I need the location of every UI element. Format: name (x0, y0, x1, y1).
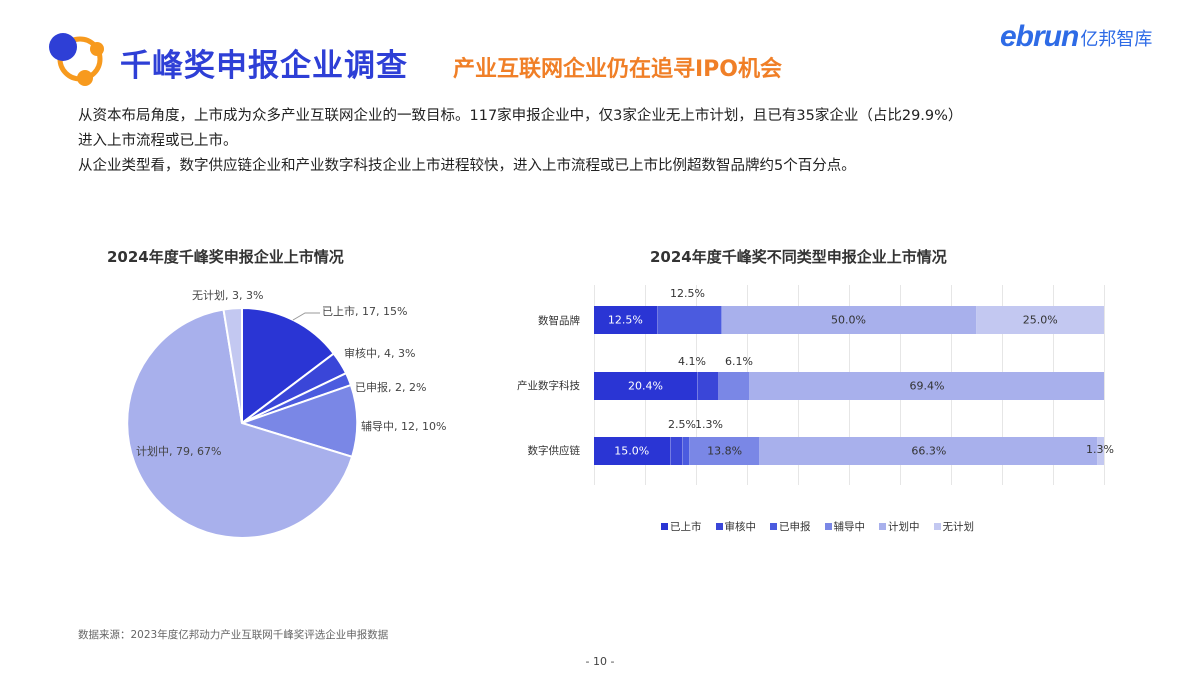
page-title: 千峰奖申报企业调查 (120, 48, 408, 84)
pie-slice-none (222, 306, 243, 424)
bar-segment-planning: 50.0% (721, 306, 977, 334)
pie-label-planning: 计划中, 79, 67% (136, 445, 222, 458)
logo-icon (49, 33, 104, 86)
bar-category-label: 产业数字科技 (517, 380, 580, 392)
bar-segment-coaching (719, 372, 750, 400)
bar-segment-listed: 12.5% (594, 306, 658, 334)
bar-value-label: 6.1% (725, 355, 753, 368)
pie-label-listed: 已上市, 17, 15% (322, 305, 408, 318)
bar-value-label: 12.5% (670, 287, 705, 300)
bar-segment-review (670, 437, 684, 465)
bar-segment-planning: 69.4% (750, 372, 1104, 400)
data-source: 数据来源：2023年度亿邦动力产业互联网千峰奖评选企业申报数据 (78, 629, 389, 641)
legend-item-review: 审核中 (715, 519, 756, 534)
intro-line-3: 从企业类型看，数字供应链企业和产业数字科技企业上市进程较快，进入上市流程或已上市… (78, 158, 856, 174)
bar-value-label: 2.5% (668, 418, 696, 431)
bar-value-label: 4.1% (678, 355, 706, 368)
legend-item-filed: 已申报 (770, 519, 811, 534)
bar-value-label: 1.3% (1086, 443, 1114, 456)
bar-chart-title: 2024年度千峰奖不同类型申报企业上市情况 (650, 248, 947, 266)
pie-chart-title: 2024年度千峰奖申报企业上市情况 (107, 248, 344, 266)
brand-logo-latin: ebrun (1000, 20, 1079, 53)
bar-segment-none (1098, 437, 1104, 465)
pie-slice-coaching (238, 383, 359, 459)
pie-label-coaching: 辅导中, 12, 10% (361, 420, 447, 433)
brand-logo: ebrun 亿邦智库 (1000, 22, 1152, 52)
intro-line-1: 从资本布局角度，上市成为众多产业互联网企业的一致目标。117家申报企业中，仅3家… (78, 108, 963, 124)
intro-line-2: 进入上市流程或已上市。 (78, 133, 238, 149)
pie-label-filed: 已申报, 2, 2% (355, 381, 427, 394)
legend-item-listed: 已上市 (661, 519, 702, 534)
bar-row-industrial-tech: 20.4% 69.4% (594, 372, 1104, 400)
bar-row-supply-chain: 15.0% 13.8% 66.3% (594, 437, 1104, 465)
legend-item-coaching: 辅导中 (824, 519, 865, 534)
bar-category-label: 数智品牌 (538, 315, 580, 327)
brand-logo-cn: 亿邦智库 (1080, 29, 1153, 50)
intro-text: 从资本布局角度，上市成为众多产业互联网企业的一致目标。117家申报企业中，仅3家… (78, 104, 1158, 179)
bar-category-label: 数字供应链 (527, 445, 581, 457)
page-subtitle: 产业互联网企业仍在追寻IPO机会 (453, 57, 783, 82)
bar-segment-listed: 15.0% (594, 437, 671, 465)
page-number: - 10 - (585, 655, 615, 668)
gridline (1104, 285, 1105, 485)
pie-slice-planning (126, 308, 354, 539)
bar-segment-coaching: 13.8% (689, 437, 761, 465)
pie-label-review: 审核中, 4, 3% (344, 347, 416, 360)
bar-chart-legend: 已上市 审核中 已申报 辅导中 计划中 无计划 (661, 519, 974, 534)
bar-value-label: 1.3% (695, 418, 723, 431)
legend-item-none: 无计划 (933, 519, 974, 534)
pie-label-none: 无计划, 3, 3% (192, 289, 264, 302)
bar-segment-filed (683, 437, 690, 465)
legend-item-planning: 计划中 (879, 519, 920, 534)
bar-segment-listed: 20.4% (594, 372, 698, 400)
bar-segment-none: 25.0% (976, 306, 1104, 334)
bar-chart: 12.5% 12.5% 50.0% 25.0% 4.1% 6.1% 20.4% … (594, 285, 1114, 485)
pie-chart (126, 306, 359, 539)
bar-row-brand: 12.5% 50.0% 25.0% (594, 306, 1104, 334)
bar-segment-planning: 66.3% (760, 437, 1099, 465)
bar-segment-review (698, 372, 719, 400)
bar-segment-review (657, 306, 722, 334)
